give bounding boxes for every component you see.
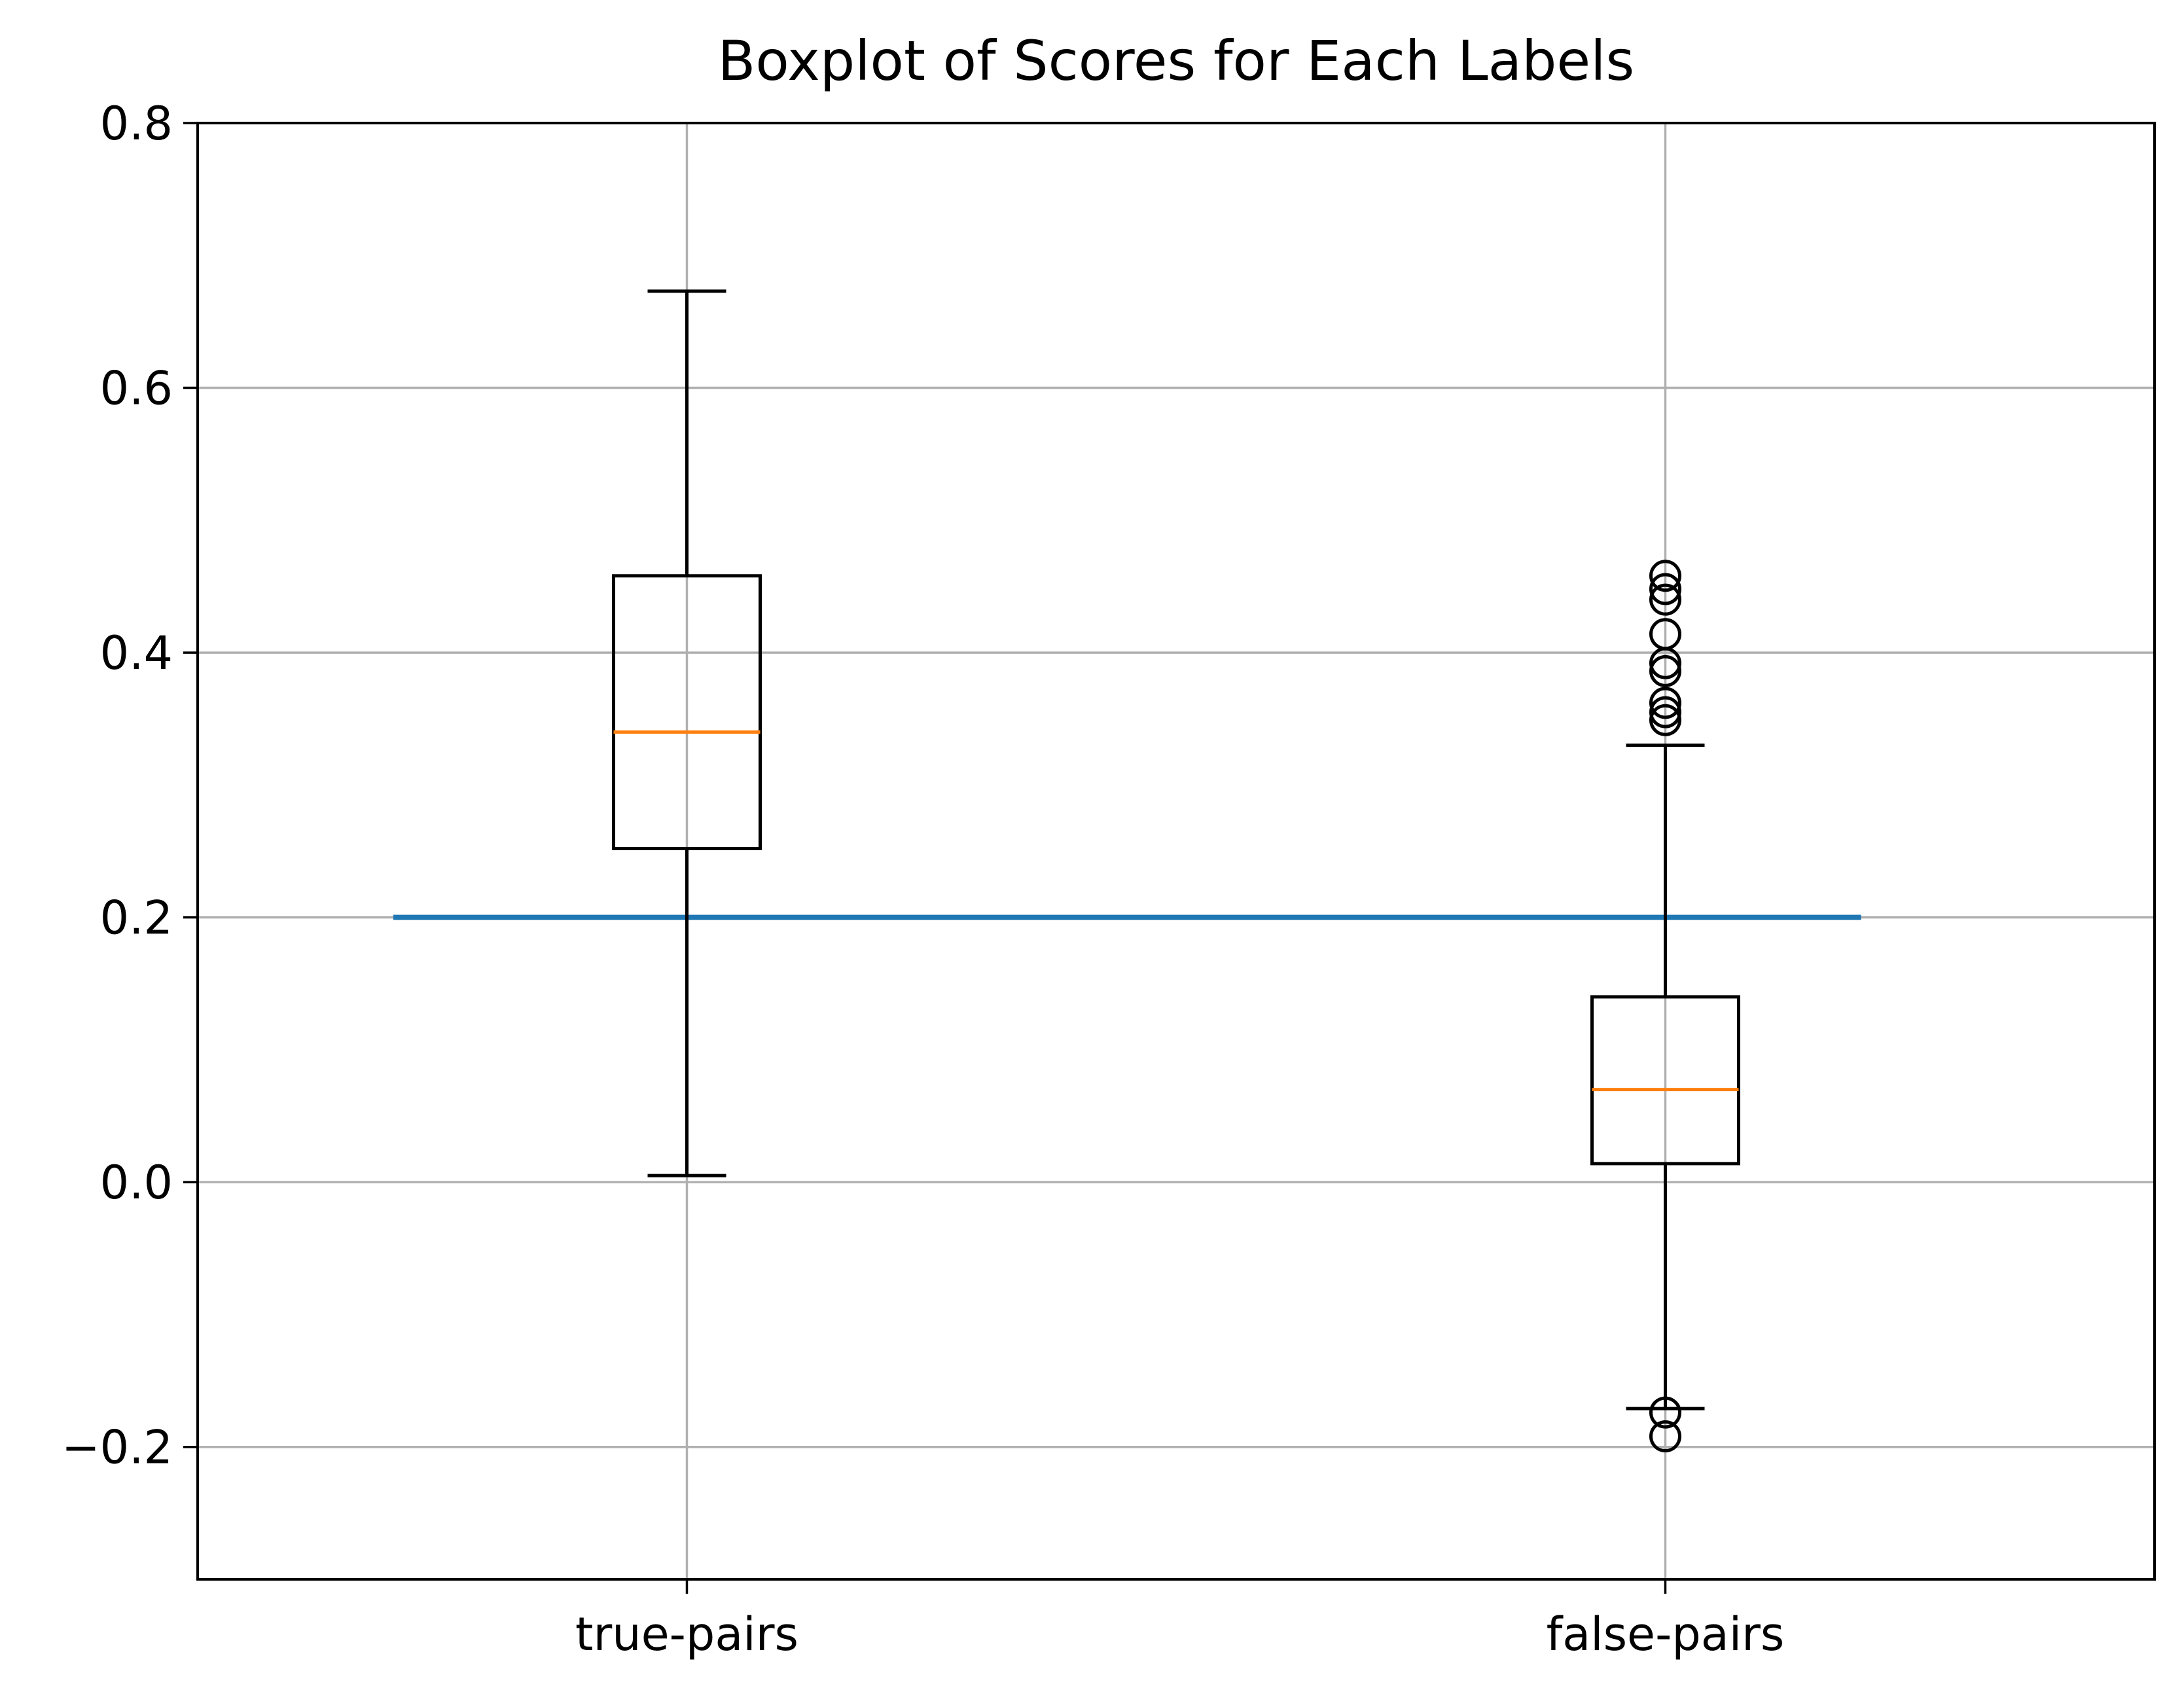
outlier-point xyxy=(1649,655,1681,687)
box-false-pairs xyxy=(1590,560,1740,1453)
y-tick-label: 0.8 xyxy=(100,97,173,151)
outlier-point xyxy=(1649,583,1681,616)
chart-title: Boxplot of Scores for Each Labels xyxy=(718,29,1634,93)
outlier-point xyxy=(1649,1396,1681,1429)
outlier-point xyxy=(1649,573,1681,605)
y-tick-label: 0.6 xyxy=(100,362,173,416)
outlier-point xyxy=(1649,647,1681,679)
box-true-pairs xyxy=(612,289,762,1177)
outlier-point xyxy=(1649,560,1681,592)
plot-frame xyxy=(196,122,2156,1581)
axis-layer: −0.2 0.0 0.2 0.4 0.6 0.8 true-pairs false-pairs xyxy=(62,97,1784,1661)
outlier-point xyxy=(1649,687,1681,719)
x-tick-label: false-pairs xyxy=(1547,1607,1785,1661)
outlier-point xyxy=(1649,1420,1681,1453)
box-iqr xyxy=(612,574,762,850)
y-tick-label: 0.4 xyxy=(100,626,173,680)
y-tick-label: 0.2 xyxy=(100,891,173,945)
x-tick-label: true-pairs xyxy=(575,1607,798,1661)
outlier-point xyxy=(1649,696,1681,728)
outlier-point xyxy=(1649,704,1681,736)
box-layer xyxy=(612,289,1740,1453)
box-iqr xyxy=(1590,995,1740,1166)
grid-layer xyxy=(198,122,2155,1579)
y-tick-label: −0.2 xyxy=(62,1421,173,1475)
y-tick-label: 0.0 xyxy=(100,1156,173,1210)
